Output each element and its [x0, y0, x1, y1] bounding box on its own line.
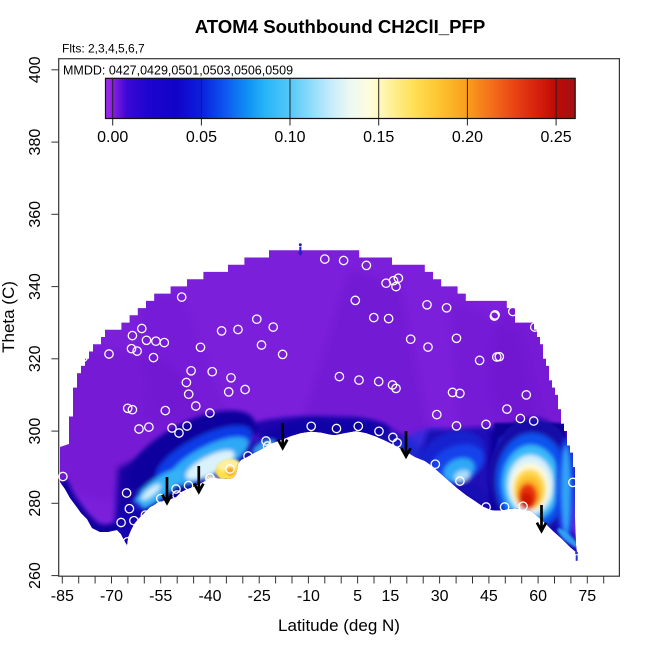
svg-text:15: 15 [382, 588, 400, 605]
svg-text:0.20: 0.20 [452, 129, 483, 146]
svg-text:260: 260 [27, 562, 44, 589]
svg-text:380: 380 [27, 129, 44, 156]
svg-text:300: 300 [27, 418, 44, 445]
svg-text:280: 280 [27, 490, 44, 517]
svg-text:60: 60 [529, 588, 547, 605]
svg-text:-40: -40 [198, 588, 221, 605]
svg-text:0.05: 0.05 [186, 129, 217, 146]
svg-text:360: 360 [27, 201, 44, 228]
svg-text:-55: -55 [149, 588, 172, 605]
svg-text:75: 75 [578, 588, 596, 605]
svg-text:30: 30 [431, 588, 449, 605]
svg-text:45: 45 [480, 588, 498, 605]
svg-text:340: 340 [27, 273, 44, 300]
svg-text:400: 400 [27, 56, 44, 83]
svg-text:MMDD: 0427,0429,0501,0503,0506: MMDD: 0427,0429,0501,0503,0506,0509 [63, 64, 293, 78]
svg-text:Theta (C): Theta (C) [0, 281, 18, 353]
svg-text:0.00: 0.00 [97, 129, 128, 146]
svg-text:0.15: 0.15 [363, 129, 394, 146]
svg-text:-10: -10 [297, 588, 320, 605]
svg-text:-70: -70 [100, 588, 123, 605]
svg-text:Flts: 2,3,4,5,6,7: Flts: 2,3,4,5,6,7 [62, 42, 145, 56]
svg-text:0.25: 0.25 [541, 129, 572, 146]
svg-text:320: 320 [27, 345, 44, 372]
svg-text:0.10: 0.10 [274, 129, 305, 146]
svg-text:ATOM4 Southbound CH2ClI_PFP: ATOM4 Southbound CH2ClI_PFP [195, 16, 486, 37]
svg-text:-25: -25 [248, 588, 271, 605]
svg-text:5: 5 [353, 588, 362, 605]
svg-text:-85: -85 [51, 588, 74, 605]
svg-text:Latitude (deg N): Latitude (deg N) [278, 616, 400, 635]
